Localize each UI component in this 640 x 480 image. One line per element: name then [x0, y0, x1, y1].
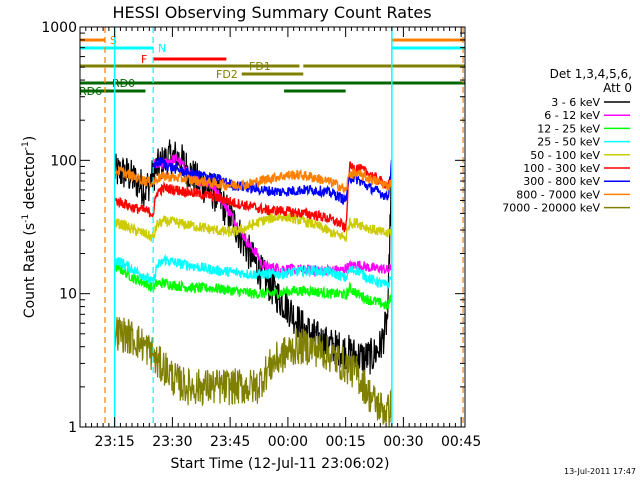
legend-item-label: 7000 - 20000 keV [502, 202, 600, 215]
state-bar-rd0-label: RD0 [112, 77, 135, 90]
legend-header-line-2: Att 0 [603, 81, 632, 95]
legend-header-line-1: Det 1,3,4,5,6, [550, 67, 632, 81]
series-100-300-kev [114, 161, 393, 233]
x-tick-label: 00:45 [441, 434, 481, 450]
series-50-100-kev-line [114, 211, 393, 243]
state-bar-s-label: S [110, 34, 117, 47]
series-12-25-kev [114, 261, 393, 310]
y-axis-label-main: Count Rate (s [22, 223, 38, 318]
series-25-50-kev-line [114, 253, 393, 291]
y-tick-label: 1000 [41, 20, 77, 36]
legend-item-label: 300 - 800 keV [523, 175, 600, 188]
x-tick-label: 23:45 [210, 434, 250, 450]
legend-item-label: 25 - 50 keV [537, 136, 600, 149]
x-axis-label: Start Time (12-Jul-11 23:06:02) [170, 456, 389, 472]
legend-item-label: 3 - 6 keV [551, 96, 600, 109]
x-tick-label: 00:30 [383, 434, 423, 450]
series-100-300-kev-line [114, 161, 393, 233]
x-axis-ticks: 23:15 23:30 23:45 00:00 00:15 00:30 00:45 [79, 27, 481, 450]
legend-item-label: 6 - 12 keV [544, 109, 600, 122]
y-tick-label: 1 [68, 420, 77, 436]
legend-item-label: 800 - 7000 keV [516, 188, 600, 201]
state-lines [104, 27, 464, 427]
state-bar-f-label: F [141, 53, 147, 66]
state-bars: S NF FD1 FD2 RD0 RD6 [79, 34, 465, 98]
series-800-7000-kev-line [114, 165, 393, 195]
y-tick-label: 100 [50, 153, 77, 169]
series-7000-20000-kev [114, 316, 392, 427]
series-7000-20000-kev-line [114, 316, 392, 427]
plot-data [114, 139, 393, 427]
x-tick-label: 00:00 [268, 434, 308, 450]
state-bar-f: F [141, 53, 227, 66]
x-tick-label: 00:15 [325, 434, 365, 450]
y-axis-label-close: ) [22, 136, 38, 141]
legend-item-label: 12 - 25 keV [537, 122, 600, 135]
series-50-100-kev [114, 211, 393, 243]
state-bar-fd2-label: FD2 [216, 68, 238, 81]
y-axis-label-sup-2: -1 [21, 141, 31, 150]
y-axis-label-tail: detector [22, 150, 38, 214]
state-bar-fd1: FD1 [80, 60, 465, 73]
series-800-7000-kev [114, 165, 393, 195]
plot-frame [79, 26, 466, 428]
state-bar-fd2: FD2 [216, 68, 304, 81]
state-bar-rd0: RD0 [80, 77, 465, 90]
series-12-25-kev-line [114, 261, 393, 310]
footer-date: 13-Jul-2011 17:47 [564, 467, 636, 476]
x-tick-label: 23:15 [94, 434, 134, 450]
y-axis-label: Count Rate (s-1 detector-1) [21, 136, 38, 318]
state-bar-fd1-label: FD1 [249, 60, 271, 73]
state-bar-n: N [80, 42, 465, 55]
x-tick-label: 23:30 [152, 434, 192, 450]
y-axis-ticks: 1 10 100 1000 [41, 20, 465, 436]
y-tick-label: 10 [59, 287, 77, 303]
state-bar-rd6: RD6 [79, 85, 346, 98]
chart-title: HESSI Observing Summary Count Rates [112, 3, 431, 22]
series-25-50-kev [114, 253, 393, 291]
state-bar-rd6-label: RD6 [79, 85, 102, 98]
state-bar-n-label: N [158, 42, 166, 55]
legend-item-label: 100 - 300 keV [523, 162, 600, 175]
legend-item-label: 50 - 100 keV [530, 149, 600, 162]
y-axis-label-sup: -1 [21, 214, 31, 223]
